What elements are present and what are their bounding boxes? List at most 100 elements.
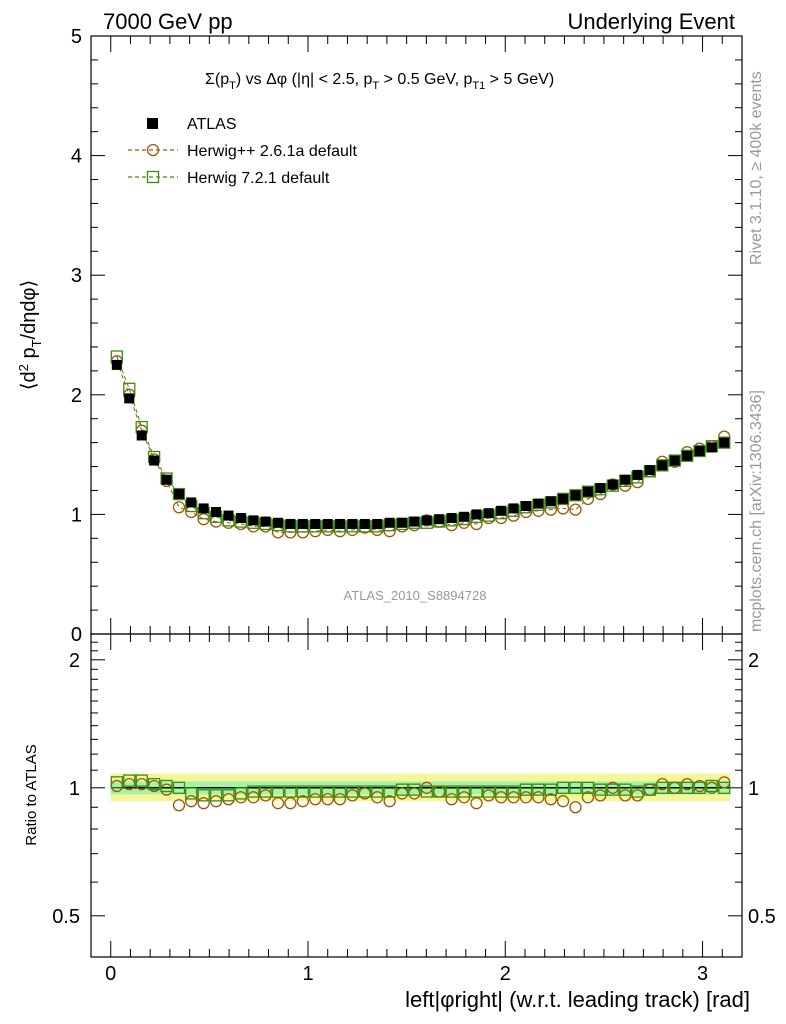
x-tick-label: 1 <box>302 963 313 985</box>
data-point <box>321 793 334 806</box>
data-point <box>322 518 333 529</box>
ratio-y-tick-label-left: 0.5 <box>52 906 80 928</box>
data-point <box>409 516 420 527</box>
data-point <box>669 455 680 466</box>
main-y-tick-labels: 5 4 3 2 1 0 <box>71 26 82 646</box>
data-point <box>607 479 618 490</box>
data-point <box>482 785 495 798</box>
x-tick-label: 3 <box>697 963 708 985</box>
data-point <box>545 496 556 507</box>
data-point <box>397 517 408 528</box>
data-point <box>496 505 507 516</box>
data-point <box>234 787 248 800</box>
x-tick-label: 0 <box>105 963 116 985</box>
legend-marker-atlas <box>147 118 158 129</box>
legend-entry-atlas: ATLAS <box>147 116 237 133</box>
data-point <box>544 793 557 806</box>
data-point <box>446 512 457 523</box>
data-point <box>333 793 347 806</box>
data-point <box>383 795 396 808</box>
data-point <box>643 783 657 796</box>
data-point <box>682 450 693 461</box>
data-point <box>124 393 135 404</box>
data-point <box>544 783 557 796</box>
main-series <box>110 350 731 539</box>
data-point <box>211 507 222 518</box>
data-point <box>135 774 148 787</box>
legend-marker-herwigpp <box>146 143 160 157</box>
data-point <box>693 781 706 794</box>
data-point <box>383 785 396 798</box>
data-point <box>198 503 209 514</box>
main-ticks <box>90 35 743 635</box>
data-point <box>594 783 607 796</box>
data-point <box>705 779 718 793</box>
header-left: 7000 GeV pp <box>103 9 233 34</box>
legend-label-atlas: ATLAS <box>187 116 237 133</box>
data-point <box>556 781 570 794</box>
data-point <box>681 449 694 462</box>
data-point <box>395 783 409 796</box>
data-point <box>706 442 717 453</box>
data-point <box>321 785 334 798</box>
data-point <box>581 485 595 498</box>
data-point <box>296 785 310 798</box>
data-point <box>110 776 123 789</box>
data-point <box>222 789 235 802</box>
series-herwig-7-2-1-default <box>110 774 731 802</box>
data-point <box>632 469 643 480</box>
x-tick-labels: 0 1 2 3 <box>105 963 708 985</box>
data-point <box>334 518 345 529</box>
data-point <box>570 490 581 501</box>
data-point <box>172 781 186 794</box>
data-point <box>273 517 284 528</box>
data-point <box>420 785 433 798</box>
data-point <box>693 444 706 458</box>
data-point <box>668 781 681 794</box>
data-point <box>172 799 186 812</box>
ratio-y-tick-labels: 2 2 1 1 0.5 0.5 <box>52 650 776 928</box>
data-point <box>197 789 210 802</box>
data-point <box>310 518 321 529</box>
data-point <box>581 781 595 794</box>
data-point <box>719 437 730 448</box>
y-tick-label: 4 <box>71 146 82 168</box>
data-point <box>223 510 234 521</box>
legend-entry-herwigpp: Herwig++ 2.6.1a default <box>128 143 357 160</box>
data-point <box>445 793 458 806</box>
data-point <box>595 483 606 494</box>
data-point <box>644 465 655 476</box>
mcplots-label: mcplots.cern.ch [arXiv:1306.3436] <box>748 390 765 632</box>
legend-label-herwigpp: Herwig++ 2.6.1a default <box>187 143 357 160</box>
data-point <box>186 497 197 508</box>
data-point <box>347 518 358 529</box>
data-point <box>160 779 173 793</box>
data-point <box>173 489 184 500</box>
data-point <box>569 781 582 794</box>
ratio-y-tick-label-right: 0.5 <box>748 906 776 928</box>
data-point <box>558 493 569 504</box>
data-point <box>657 460 668 471</box>
ratio-y-axis-label: Ratio to ATLAS <box>23 744 40 845</box>
data-point <box>185 787 198 800</box>
data-point <box>668 454 681 467</box>
legend-entry-herwig7: Herwig 7.2.1 default <box>128 170 330 187</box>
data-point <box>285 518 296 529</box>
data-point <box>197 797 210 810</box>
data-point <box>296 795 310 808</box>
data-point <box>470 797 483 810</box>
data-point <box>384 517 395 528</box>
data-point <box>260 516 271 527</box>
data-point <box>631 785 644 798</box>
data-point <box>445 785 458 798</box>
data-point <box>457 785 471 798</box>
watermark: ATLAS_2010_S8894728 <box>344 588 487 603</box>
data-point <box>136 430 147 441</box>
x-axis-label: left|φright| (w.r.t. leading track) [rad… <box>405 987 750 1012</box>
data-point <box>185 795 198 808</box>
ratio-panel: 2 2 1 1 0.5 0.5 <box>52 633 776 958</box>
data-point <box>494 785 508 798</box>
data-point <box>656 781 669 794</box>
data-point <box>459 511 470 522</box>
data-point <box>284 797 297 810</box>
